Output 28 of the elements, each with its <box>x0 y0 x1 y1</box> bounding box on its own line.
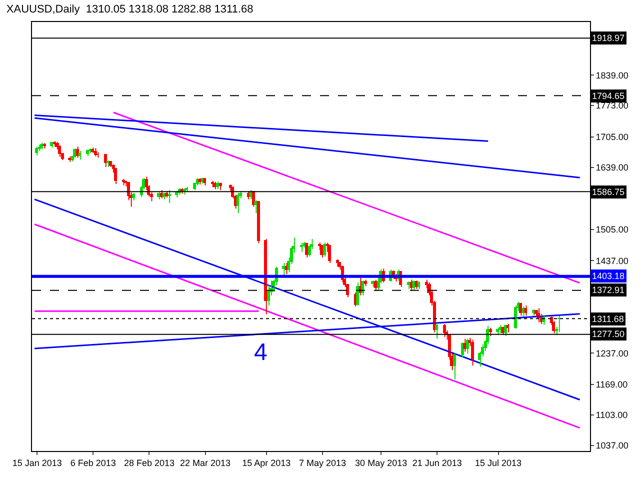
ref-line-label: 1918.97 <box>592 33 625 43</box>
annotation: 4 <box>254 339 268 366</box>
y-tick-label: 1169.00 <box>596 380 628 390</box>
x-tick-label: 15 Apr 2013 <box>242 458 291 468</box>
ref-line-label: 1372.91 <box>592 285 625 295</box>
chart-title: XAUUSD,Daily 1310.05 1318.08 1282.88 1311.68 <box>6 4 254 16</box>
ref-line-label: 1403.18 <box>592 271 625 281</box>
ref-line-label: 1311.68 <box>592 314 624 324</box>
ref-line-label: 1277.50 <box>592 329 625 339</box>
y-tick-label: 1839.00 <box>596 70 628 80</box>
x-tick-label: 28 Feb 2013 <box>124 458 174 468</box>
x-tick-label: 15 Jan 2013 <box>12 458 62 468</box>
y-tick-label: 1037.00 <box>596 440 628 451</box>
y-tick-label: 1237.00 <box>596 348 628 358</box>
x-tick-label: 22 Mar 2013 <box>180 458 231 468</box>
y-tick-label: 1437.00 <box>596 256 628 266</box>
x-tick-label: 7 May 2013 <box>298 458 346 468</box>
y-tick-label: 1505.00 <box>596 224 628 234</box>
x-tick-label: 6 Feb 2013 <box>70 458 116 468</box>
y-tick-label: 1705.00 <box>596 132 628 142</box>
y-tick-label: 1639.00 <box>596 162 628 173</box>
y-tick-label: 1773.00 <box>596 100 628 111</box>
x-tick-label: 21 Jun 2013 <box>412 458 462 468</box>
ref-line-label: 1794.65 <box>592 91 625 101</box>
x-tick-label: 30 May 2013 <box>355 458 408 468</box>
ref-line-label: 1586.75 <box>592 187 625 197</box>
y-tick-label: 1103.00 <box>596 410 628 420</box>
x-tick-label: 15 Jul 2013 <box>474 458 522 468</box>
